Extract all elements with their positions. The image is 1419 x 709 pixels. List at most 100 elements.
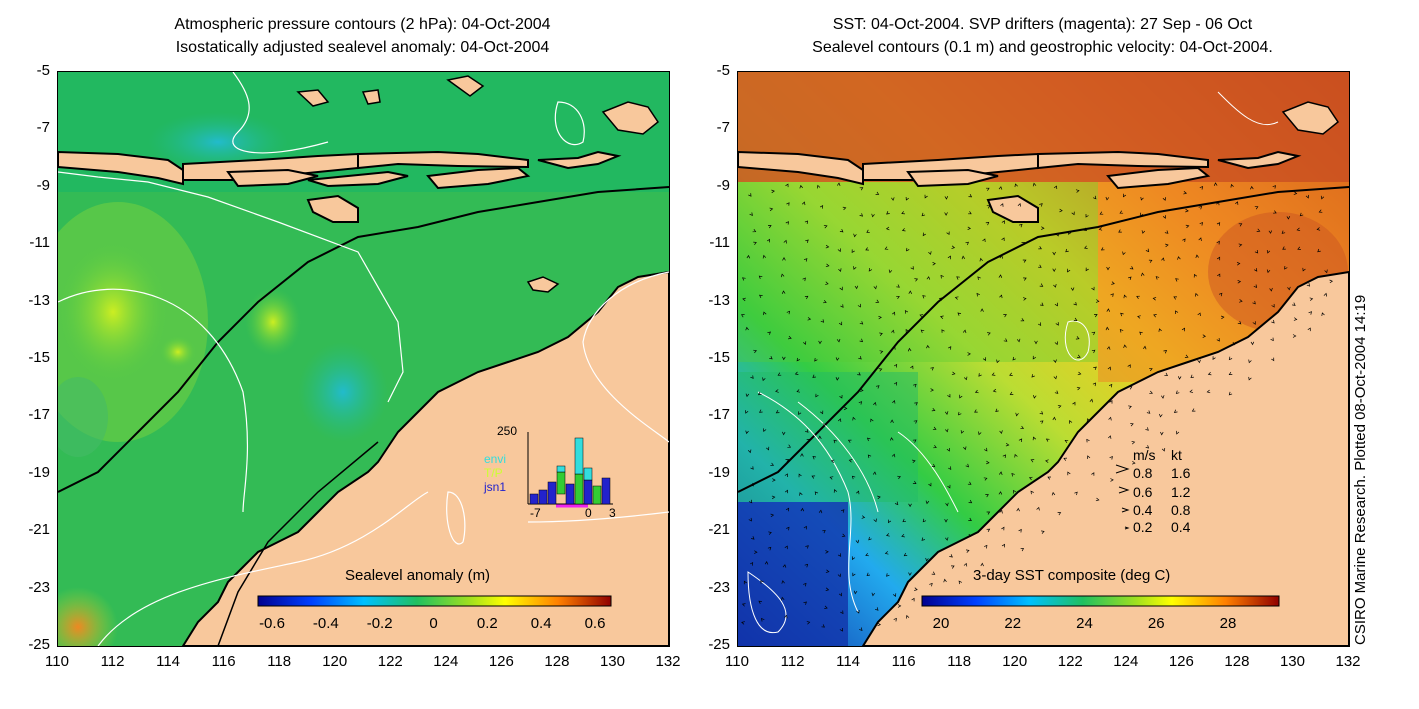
- velocity-arrow: [1068, 231, 1072, 235]
- velocity-arrow: [1177, 376, 1182, 380]
- velocity-arrow: [1161, 395, 1165, 399]
- velocity-arrow: [894, 501, 899, 506]
- right-colorbar-label: 3-day SST composite (deg C): [973, 567, 1171, 584]
- velocity-arrow: [1228, 371, 1233, 375]
- velocity-arrow: [1106, 346, 1111, 350]
- velocity-arrow: [1092, 195, 1097, 200]
- velocity-arrow: [901, 533, 905, 538]
- velocity-legend-kt-3: 0.4: [1171, 519, 1191, 535]
- velocity-arrow: [1207, 371, 1212, 376]
- right-xtick: 128: [1224, 653, 1250, 670]
- right-map: [737, 71, 1350, 647]
- velocity-arrow: [968, 517, 972, 521]
- velocity-arrow: [1269, 287, 1273, 292]
- velocity-arrow: [820, 319, 825, 323]
- left-title-line1: Atmospheric pressure contours (2 hPa): 0…: [174, 16, 551, 33]
- velocity-arrow: [1235, 201, 1239, 205]
- velocity-arrow: [837, 182, 841, 187]
- left-map-canvas: [58, 72, 669, 646]
- velocity-arrow: [1136, 295, 1140, 299]
- velocity-arrow: [1067, 471, 1071, 476]
- velocity-arrow: [1282, 246, 1286, 250]
- velocity-arrow: [986, 205, 991, 209]
- velocity-arrow: [872, 471, 877, 475]
- velocity-arrow: [1041, 530, 1045, 534]
- velocity-arrow: [812, 456, 817, 460]
- left-xtick: 124: [433, 653, 459, 670]
- velocity-arrow: [948, 346, 952, 350]
- velocity-arrow: [1324, 269, 1328, 274]
- velocity-arrow: [947, 484, 951, 489]
- velocity-arrow: [852, 416, 856, 421]
- velocity-arrow: [1034, 340, 1038, 345]
- velocity-arrow: [1086, 438, 1090, 443]
- velocity-arrow: [907, 347, 912, 352]
- velocity-arrow: [819, 204, 824, 209]
- velocity-legend-ms-3: 0.2: [1133, 519, 1153, 535]
- right-title-line2: Sealevel contours (0.1 m) and geostrophi…: [812, 39, 1273, 56]
- velocity-arrow: [1016, 338, 1021, 343]
- velocity-arrow: [1032, 436, 1037, 441]
- right-cb-tick: 24: [1076, 615, 1093, 632]
- velocity-arrow: [1032, 182, 1037, 187]
- velocity-arrow: [1293, 317, 1298, 321]
- velocity-arrow: [1297, 246, 1301, 250]
- velocity-arrow: [949, 554, 953, 558]
- velocity-arrow: [1320, 195, 1325, 200]
- velocity-arrow: [1256, 228, 1261, 232]
- velocity-arrow: [753, 349, 757, 354]
- velocity-arrow: [796, 357, 800, 362]
- velocity-arrow: [944, 519, 948, 523]
- velocity-arrow: [814, 357, 818, 362]
- velocity-arrow: [1057, 404, 1062, 409]
- velocity-arrow: [1119, 210, 1124, 214]
- velocity-arrow: [1021, 242, 1026, 246]
- velocity-arrow: [1091, 286, 1095, 291]
- velocity-arrow: [959, 394, 963, 399]
- velocity-arrow: [1321, 312, 1325, 316]
- velocity-arrow: [982, 357, 986, 361]
- velocity-arrow: [777, 372, 782, 376]
- velocity-arrow: [782, 256, 786, 261]
- velocity-arrow: [1228, 356, 1233, 361]
- velocity-arrow: [786, 310, 791, 315]
- velocity-arrow: [1159, 413, 1163, 418]
- velocity-arrow: [963, 562, 968, 567]
- velocity-arrow: [886, 211, 890, 215]
- velocity-arrow: [819, 410, 824, 415]
- velocity-arrow: [947, 393, 951, 398]
- velocity-arrow: [1069, 420, 1073, 424]
- velocity-arrow: [1316, 227, 1321, 231]
- velocity-arrow: [1003, 338, 1008, 342]
- velocity-arrow: [911, 597, 915, 602]
- velocity-arrow: [1009, 391, 1014, 395]
- velocity-legend-ms-1: 0.6: [1133, 484, 1153, 500]
- velocity-arrow: [802, 277, 806, 282]
- velocity-arrow: [978, 431, 982, 436]
- velocity-arrow: [749, 561, 754, 566]
- velocity-arrow: [838, 321, 843, 326]
- velocity-arrow: [906, 614, 910, 619]
- velocity-arrow: [874, 607, 879, 611]
- velocity-arrow: [767, 331, 771, 335]
- right-ytick: -17: [708, 406, 730, 424]
- velocity-arrow: [1039, 420, 1044, 424]
- velocity-arrow: [938, 297, 943, 301]
- velocity-arrow: [1028, 476, 1033, 481]
- velocity-arrow: [1182, 238, 1186, 243]
- right-xtick: 122: [1057, 653, 1083, 670]
- velocity-arrow: [825, 587, 830, 592]
- velocity-arrow: [821, 624, 825, 628]
- velocity-arrow: [750, 375, 754, 379]
- velocity-arrow: [1016, 507, 1020, 512]
- velocity-arrow: [772, 478, 776, 482]
- velocity-arrow: [859, 321, 864, 325]
- velocity-arrow: [1054, 341, 1058, 346]
- velocity-arrow: [986, 511, 991, 515]
- velocity-arrow: [799, 492, 803, 496]
- velocity-arrow: [801, 201, 806, 206]
- velocity-arrow: [825, 569, 830, 573]
- velocity-arrow: [1197, 359, 1201, 364]
- left-ytick: -17: [28, 406, 50, 424]
- velocity-arrow: [999, 430, 1003, 435]
